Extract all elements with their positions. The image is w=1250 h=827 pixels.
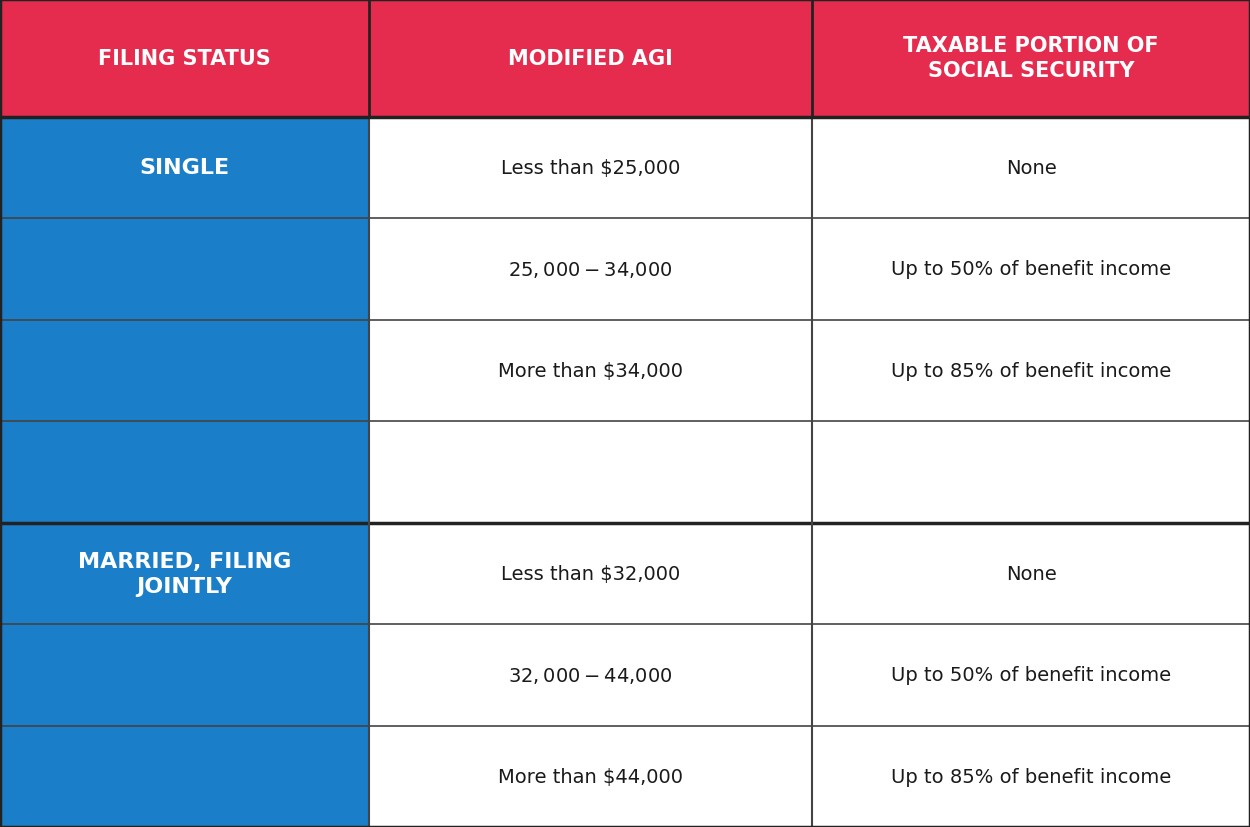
Text: SINGLE: SINGLE bbox=[139, 158, 230, 178]
Bar bbox=[369, 117, 812, 219]
Bar bbox=[812, 725, 1250, 827]
Text: $25,000 - $34,000: $25,000 - $34,000 bbox=[509, 260, 672, 280]
Bar bbox=[369, 422, 812, 523]
Text: None: None bbox=[1006, 564, 1056, 583]
Bar bbox=[812, 624, 1250, 725]
Text: $32,000 - $44,000: $32,000 - $44,000 bbox=[509, 665, 672, 685]
Bar bbox=[369, 523, 812, 624]
Text: Up to 85% of benefit income: Up to 85% of benefit income bbox=[891, 767, 1171, 786]
Bar bbox=[812, 523, 1250, 624]
Bar bbox=[812, 117, 1250, 219]
Text: Less than $25,000: Less than $25,000 bbox=[501, 159, 680, 178]
Bar bbox=[812, 320, 1250, 422]
Bar bbox=[0, 0, 369, 117]
Text: Up to 85% of benefit income: Up to 85% of benefit income bbox=[891, 361, 1171, 380]
Bar bbox=[369, 0, 812, 117]
Bar bbox=[812, 422, 1250, 523]
Bar bbox=[0, 117, 369, 523]
Bar bbox=[812, 0, 1250, 117]
Text: Up to 50% of benefit income: Up to 50% of benefit income bbox=[891, 666, 1171, 685]
Text: None: None bbox=[1006, 159, 1056, 178]
Bar bbox=[369, 624, 812, 725]
Text: FILING STATUS: FILING STATUS bbox=[98, 49, 271, 69]
Text: More than $34,000: More than $34,000 bbox=[498, 361, 682, 380]
Text: Up to 50% of benefit income: Up to 50% of benefit income bbox=[891, 260, 1171, 279]
Bar bbox=[0, 523, 369, 827]
Bar bbox=[369, 320, 812, 422]
Text: MARRIED, FILING
JOINTLY: MARRIED, FILING JOINTLY bbox=[78, 552, 291, 596]
Bar bbox=[369, 219, 812, 320]
Text: Less than $32,000: Less than $32,000 bbox=[501, 564, 680, 583]
Bar bbox=[812, 219, 1250, 320]
Text: More than $44,000: More than $44,000 bbox=[498, 767, 682, 786]
Text: TAXABLE PORTION OF
SOCIAL SECURITY: TAXABLE PORTION OF SOCIAL SECURITY bbox=[904, 36, 1159, 81]
Bar bbox=[369, 725, 812, 827]
Text: MODIFIED AGI: MODIFIED AGI bbox=[509, 49, 672, 69]
